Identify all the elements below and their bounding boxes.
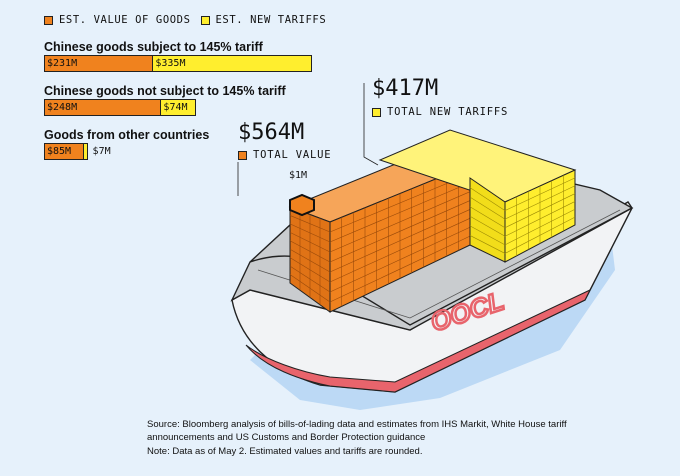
tariff-stack-side [469,177,506,263]
one-million-block [289,193,315,217]
total-value-swatch [238,150,247,160]
container-seam [504,177,576,211]
container-seam [329,218,471,283]
container-seam [504,193,576,228]
legend: EST. VALUE OF GOODS EST. NEW TARIFFS [44,14,336,26]
bar-value-label-1: $231M [47,58,78,69]
container-seam [469,187,506,211]
bar-tariff-label-1: $335M [155,58,186,69]
container-seam [469,216,506,237]
container-seam [504,216,576,254]
container-seam [329,226,471,293]
total-value-caption-text: TOTAL VALUE [253,149,332,161]
container-seam [469,235,506,254]
legend-tariff-label: EST. NEW TARIFFS [215,14,327,26]
container-seam [469,225,506,246]
bar-value-label-2: $248M [47,102,78,113]
container-seam [504,209,576,246]
container-seam [329,209,471,273]
block-unit-label: $1M [289,170,308,181]
bar-tariff-label-2: $74M [163,102,188,113]
bar-tariff-label-3: $7M [92,146,111,157]
total-tariff-swatch [372,107,381,117]
bar-value-label-3: $85M [47,146,72,157]
legend-value-swatch [44,15,53,25]
container-seam [329,191,471,253]
container-seam [469,206,506,228]
data-note: Note: Data as of May 2. Estimated values… [147,446,423,457]
container-seam [329,235,471,303]
bar-tariff-2 [160,99,197,116]
container-seam [504,201,576,237]
bar-tariff-1 [152,55,312,72]
container-seam [329,173,471,233]
legend-tariff-swatch [200,15,210,25]
category-title-3: Goods from other countries [44,128,210,142]
total-value-caption: TOTAL VALUE [238,149,331,161]
container-seam [469,196,506,220]
bar-tariff-3 [83,143,88,160]
total-tariff-amount: $417M [372,76,439,101]
total-tariff-caption: TOTAL NEW TARIFFS [372,106,508,118]
tariff-container-stack [378,129,577,263]
legend-tariff: EST. NEW TARIFFS [200,14,327,26]
source-note: Source: Bloomberg analysis of bills-of-l… [147,419,567,443]
container-seam [329,200,471,263]
legend-value: EST. VALUE OF GOODS [44,14,191,26]
total-tariff-caption-text: TOTAL NEW TARIFFS [387,106,509,118]
hull-stripe [245,288,592,393]
category-title-2: Chinese goods not subject to 145% tariff [44,84,286,98]
tariff-leader-line [363,83,379,166]
total-value-amount: $564M [238,120,305,145]
container-seam [329,182,471,243]
category-title-1: Chinese goods subject to 145% tariff [44,40,263,54]
container-seam [504,185,576,220]
legend-value-label: EST. VALUE OF GOODS [59,14,191,26]
